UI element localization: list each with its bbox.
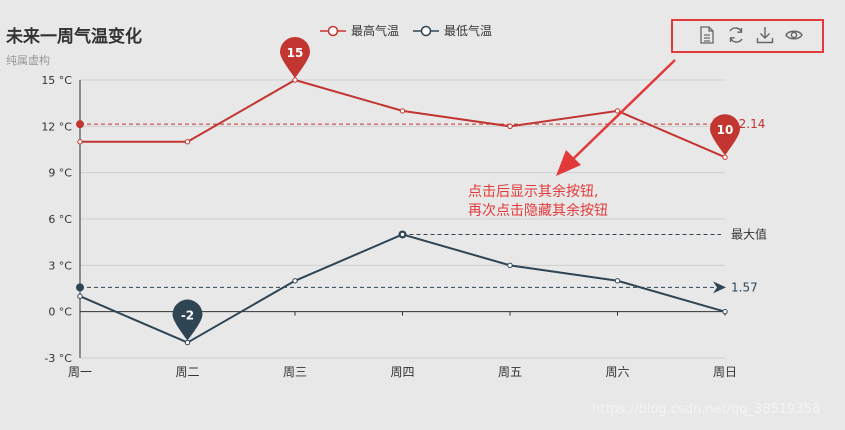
data-point bbox=[184, 339, 191, 346]
annotation-arrow-shaft bbox=[571, 59, 676, 161]
mark-line-start-dot bbox=[76, 283, 84, 292]
legend: 最高气温 最低气温 bbox=[320, 22, 492, 39]
data-point bbox=[507, 262, 513, 269]
x-tick-label: 周五 bbox=[498, 365, 522, 379]
x-tick-label: 周日 bbox=[713, 365, 737, 379]
mark-line-arrow bbox=[713, 281, 726, 294]
x-tick-label: 周三 bbox=[283, 365, 307, 379]
y-tick-label: 15 °C bbox=[41, 74, 72, 87]
y-tick-label: 6 °C bbox=[48, 213, 72, 226]
y-tick-label: 3 °C bbox=[48, 259, 72, 272]
view-button[interactable] bbox=[784, 24, 804, 46]
data-point bbox=[77, 293, 83, 299]
mark-point: 10 bbox=[710, 114, 740, 156]
data-point bbox=[614, 108, 621, 114]
data-point bbox=[507, 123, 513, 130]
data-point bbox=[292, 278, 298, 284]
chart-subtitle: 纯属虚构 bbox=[6, 54, 50, 67]
data-point bbox=[399, 108, 406, 114]
save-image-icon bbox=[756, 27, 774, 44]
mark-point-layer: 15 10 -2 bbox=[172, 37, 740, 341]
data-point bbox=[614, 278, 621, 284]
y-tick-label: 9 °C bbox=[48, 167, 72, 180]
legend-label-low: 最低气温 bbox=[444, 24, 493, 38]
save-image-button[interactable] bbox=[755, 24, 775, 46]
data-point bbox=[722, 308, 728, 315]
data-point bbox=[77, 139, 83, 145]
restore-button[interactable] bbox=[726, 24, 746, 46]
annotation-arrow-head bbox=[556, 150, 581, 176]
series-line-high bbox=[80, 78, 726, 159]
data-view-button[interactable] bbox=[697, 24, 717, 46]
legend-swatch-high bbox=[320, 25, 346, 36]
toolbox-highlight-frame bbox=[671, 19, 824, 53]
x-tick-label: 周二 bbox=[175, 365, 199, 379]
mark-line-start-dot bbox=[76, 120, 84, 129]
toolbox-annotation-text: 点击后显示其余按钮, 再次点击隐藏其余按钮 bbox=[468, 184, 608, 219]
legend-swatch-low bbox=[413, 25, 440, 36]
mark-line-max-label: 最大值 bbox=[731, 226, 767, 241]
series-layer bbox=[77, 77, 728, 346]
mark-point: -2 bbox=[172, 299, 203, 341]
mark-point-label: -2 bbox=[181, 309, 194, 323]
axis-layer: -3 °C 0 °C 3 °C 6 °C 9 °C 12 °C 15 °C 周一 周二 周三 周四 周… bbox=[41, 74, 737, 379]
data-point bbox=[184, 139, 191, 145]
mark-line-label: 1.57 bbox=[731, 280, 758, 294]
legend-item-low[interactable]: 最低气温 bbox=[413, 22, 492, 39]
x-tick-label: 周一 bbox=[68, 365, 92, 379]
mark-point-label: 15 bbox=[287, 46, 304, 60]
data-view-icon bbox=[700, 26, 714, 44]
data-point bbox=[292, 77, 298, 83]
mark-point: 15 bbox=[280, 37, 310, 78]
y-tick-label: 0 °C bbox=[48, 306, 72, 319]
watermark: https://blog.csdn.net/qq_38519358 bbox=[592, 402, 821, 417]
chart-title: 未来一周气温变化 bbox=[6, 27, 142, 47]
mark-point-label: 10 bbox=[717, 123, 734, 137]
series-line-low bbox=[79, 233, 726, 344]
y-tick-label: -3 °C bbox=[44, 352, 72, 365]
data-point bbox=[722, 154, 728, 160]
x-tick-label: 周四 bbox=[390, 365, 414, 379]
mark-point-pin bbox=[710, 114, 740, 156]
mark-point-pin bbox=[280, 37, 310, 78]
y-tick-label: 12 °C bbox=[41, 120, 72, 133]
annotation-arrow-layer bbox=[556, 59, 676, 176]
data-point bbox=[399, 231, 406, 238]
toolbox bbox=[697, 24, 804, 46]
mark-point-pin bbox=[172, 299, 203, 341]
legend-label-high: 最高气温 bbox=[351, 24, 400, 38]
view-icon bbox=[785, 30, 803, 40]
legend-item-high[interactable]: 最高气温 bbox=[320, 22, 399, 39]
x-tick-label: 周六 bbox=[605, 365, 629, 379]
restore-icon bbox=[729, 27, 743, 43]
